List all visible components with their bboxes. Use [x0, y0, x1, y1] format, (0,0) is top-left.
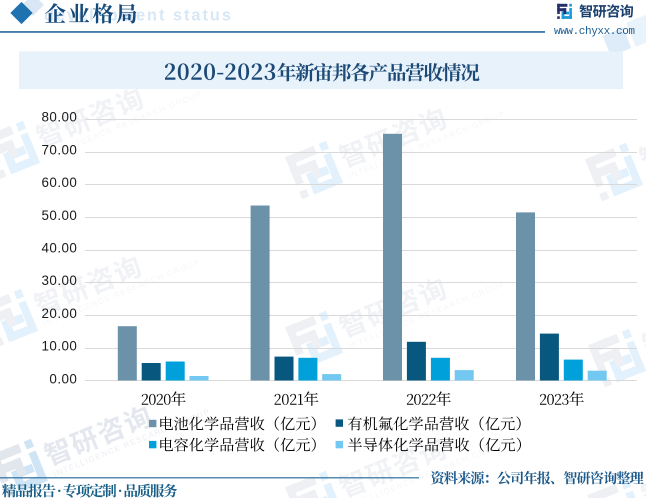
svg-text:70.00: 70.00 [42, 142, 78, 157]
svg-text:20.00: 20.00 [42, 306, 78, 321]
svg-text:60.00: 60.00 [42, 175, 78, 190]
svg-text:www.chyxx.com: www.chyxx.com [554, 26, 635, 38]
svg-text:development status: development status [44, 7, 233, 25]
svg-text:0.00: 0.00 [49, 371, 77, 386]
svg-text:40.00: 40.00 [42, 241, 78, 256]
svg-text:80.00: 80.00 [42, 110, 78, 125]
svg-text:50.00: 50.00 [42, 208, 78, 223]
svg-text:10.00: 10.00 [42, 339, 78, 354]
svg-text:30.00: 30.00 [42, 273, 78, 288]
